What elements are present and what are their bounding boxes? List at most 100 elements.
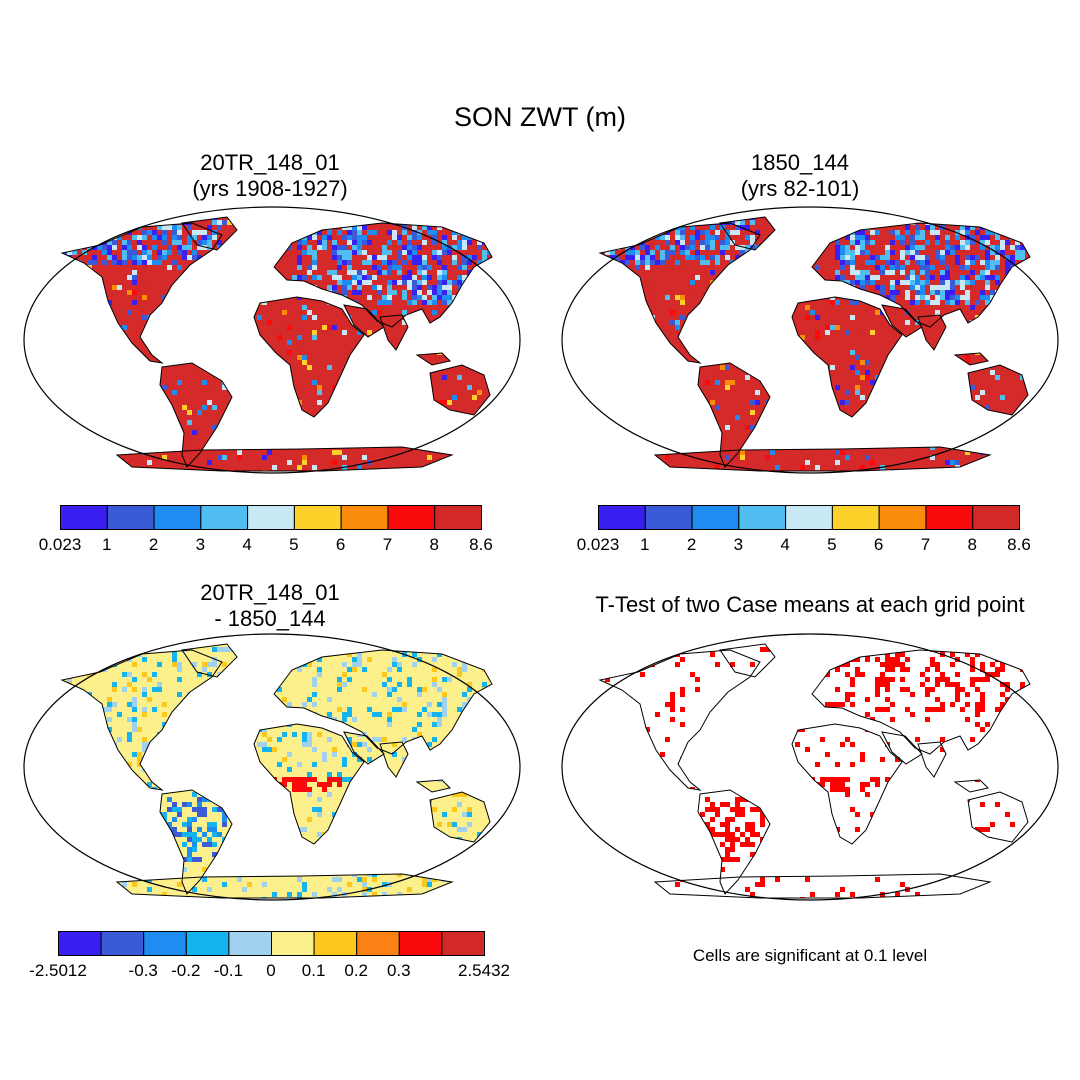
colorbar-box (598, 505, 646, 530)
coastline-africa (791, 723, 903, 845)
colorbar-box (58, 931, 102, 956)
coastline-australia (429, 791, 491, 843)
colorbar-tick-label: -0.3 (128, 961, 158, 980)
colorbar-tick-label: 1 (102, 535, 112, 554)
colorbar-tick-label: 5 (289, 535, 299, 554)
colorbar-tick-label: 8 (429, 535, 439, 554)
colorbar-tick-label: 0 (266, 961, 276, 980)
coastline-indonesia (953, 779, 989, 793)
coastline-africa (253, 296, 365, 418)
colorbar-tick-label: 2.5432 (458, 961, 510, 980)
colorbar-tick-label: 8 (967, 535, 977, 554)
coastline-south-america (697, 362, 771, 468)
colorbar-tick-label: 4 (780, 535, 790, 554)
colorbar-box (340, 505, 389, 530)
coastline-north-america (598, 649, 761, 791)
coastline-arabia (881, 304, 923, 338)
colorbar-box (831, 505, 880, 530)
coastline-north-america (60, 222, 223, 364)
colorbar-tick-label: 0.3 (386, 961, 411, 980)
colorbar-tick-label: 0.2 (344, 961, 369, 980)
coastline-indonesia (415, 352, 451, 366)
coastline-africa (253, 723, 365, 845)
colorbar-absolute-right (598, 505, 1020, 530)
colorbar-box (228, 931, 272, 956)
map-border (23, 206, 521, 474)
panel-title-line1: 20TR_148_01 (200, 150, 340, 175)
coastline (60, 643, 493, 899)
colorbar-box (313, 931, 358, 956)
colorbar-tick-label: 6 (335, 535, 346, 554)
coastline-europe-asia (811, 222, 1031, 328)
colorbar-box (434, 505, 482, 530)
colorbar-tick-label: 8.6 (469, 535, 493, 554)
colorbar-box (878, 505, 927, 530)
colorbar-box (247, 505, 295, 530)
colorbar-tick-label: -2.5012 (29, 961, 87, 980)
coastline-india (917, 741, 947, 778)
coastline-europe-asia (273, 649, 493, 755)
colorbar-box (925, 505, 974, 530)
colorbar-box (293, 505, 342, 530)
panel-title-line1: 1850_144 (751, 150, 849, 175)
coastline-africa (791, 296, 903, 418)
coastline-south-america (159, 362, 233, 468)
colorbar-box (153, 505, 202, 530)
colorbar-tick-label: 0.1 (301, 961, 326, 980)
map-border (23, 633, 521, 901)
colorbar-tick-label: 6 (873, 535, 884, 554)
colorbar-box (356, 931, 400, 956)
coastline-indonesia (415, 779, 451, 793)
colorbar-box (143, 931, 187, 956)
coastline-india (917, 314, 947, 351)
colorbar-tick-label: 7 (920, 535, 931, 554)
colorbar-box (738, 505, 787, 530)
colorbar-tick-label: 2 (686, 535, 697, 554)
colorbar-box (644, 505, 693, 530)
map-border (561, 633, 1059, 901)
coastline-greenland (181, 216, 238, 251)
colorbar-tick-label: -0.2 (171, 961, 201, 980)
panel-title-line2: (yrs 1908-1927) (192, 176, 348, 201)
colorbar-difference (58, 931, 485, 956)
colorbar-box (60, 505, 108, 530)
coastline (60, 216, 493, 472)
coastline-greenland (181, 643, 238, 678)
colorbar-absolute-left (60, 505, 482, 530)
colorbar-tick-label: 8.6 (1007, 535, 1031, 554)
panel-title-line2: - 1850_144 (214, 606, 326, 631)
map-panel-20tr (23, 206, 521, 474)
colorbar-box (398, 931, 443, 956)
coastline (598, 216, 1031, 472)
coastline-europe-asia (811, 649, 1031, 755)
colorbar-box (691, 505, 740, 530)
colorbar-tick-label: 0.023 (576, 535, 620, 554)
coastline-north-america (60, 649, 223, 791)
colorbar-box (100, 931, 145, 956)
coastline-north-america (598, 222, 761, 364)
coastline-antarctica (653, 873, 992, 899)
significance-note: Cells are significant at 0.1 level (692, 946, 928, 965)
panel-title-top-right: 1850_144 (yrs 82-101) (660, 150, 940, 202)
coastline-australia (967, 791, 1029, 843)
colorbar-box (200, 505, 249, 530)
coastline-arabia (343, 731, 385, 765)
colorbar-tick-label: 7 (382, 535, 393, 554)
map-panel-difference (23, 633, 521, 901)
panel-title-line1: 20TR_148_01 (200, 580, 340, 605)
coastline-indonesia (953, 352, 989, 366)
coastline-south-america (697, 789, 771, 895)
panel-title-line2: (yrs 82-101) (740, 176, 860, 201)
coastline-australia (429, 364, 491, 416)
panel-title-line1: T-Test of two Case means at each grid po… (595, 592, 1025, 617)
colorbar-tick-label: 3 (733, 535, 744, 554)
colorbar-tick-label: 3 (195, 535, 206, 554)
map-panel-1850 (561, 206, 1059, 474)
colorbar-tick-label: 4 (242, 535, 252, 554)
colorbar-box (185, 931, 230, 956)
colorbar-tick-label: -0.1 (213, 961, 244, 980)
coastline-antarctica (115, 446, 454, 472)
coastline-antarctica (653, 446, 992, 472)
map-panel-ttest (561, 633, 1059, 901)
panel-title-bottom-right: T-Test of two Case means at each grid po… (540, 592, 1080, 618)
